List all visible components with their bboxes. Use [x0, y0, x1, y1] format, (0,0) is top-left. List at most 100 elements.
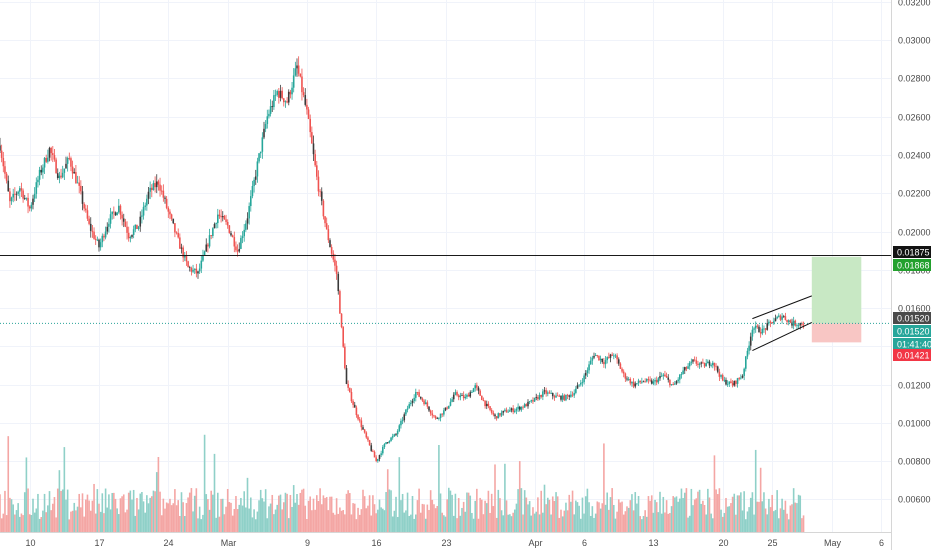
- volume-bar: [528, 501, 531, 532]
- volume-bar: [283, 502, 285, 532]
- volume-bar: [0, 518, 3, 532]
- volume-bar: [202, 514, 204, 532]
- candle-body: [682, 370, 684, 375]
- candle-body: [507, 411, 509, 413]
- volume-bar: [162, 498, 165, 532]
- volume-bar: [144, 512, 146, 532]
- candle-body: [297, 65, 300, 74]
- volume-bar: [457, 498, 460, 532]
- volume-bar: [436, 505, 439, 532]
- candle-body: [631, 381, 633, 384]
- candle-body: [655, 379, 658, 383]
- volume-bar: [276, 504, 278, 532]
- candle-body: [789, 320, 792, 323]
- volume-bar: [129, 490, 132, 532]
- candle-body: [106, 226, 109, 232]
- volume-bar: [603, 443, 605, 532]
- candle-body: [538, 394, 541, 400]
- candle-body: [603, 362, 605, 365]
- volume-bar: [278, 495, 280, 532]
- volume-bar: [580, 518, 582, 532]
- candle-body: [754, 325, 757, 329]
- candle-body: [126, 226, 128, 233]
- volume-bar: [629, 500, 632, 532]
- candle-body: [137, 226, 140, 229]
- x-tick-label: 6: [879, 538, 884, 548]
- candle-body: [456, 392, 458, 396]
- volume-bar: [791, 504, 793, 532]
- volume-bar: [782, 509, 785, 532]
- volume-bar: [373, 504, 376, 532]
- volume-bar: [134, 515, 137, 532]
- candle-body: [188, 267, 191, 269]
- volume-bar: [611, 488, 613, 532]
- volume-bar: [10, 499, 13, 532]
- volume-bar: [208, 509, 211, 532]
- candle-body: [679, 374, 681, 380]
- volume-bar: [185, 503, 188, 532]
- candle-body: [182, 247, 184, 258]
- volume-bar: [113, 492, 115, 532]
- candle-body: [304, 95, 307, 105]
- volume-bar: [621, 501, 623, 532]
- volume-bar: [444, 516, 447, 532]
- candle-body: [740, 377, 742, 379]
- volume-bar: [535, 511, 538, 532]
- candle-body: [667, 377, 670, 380]
- candle-body: [66, 158, 69, 164]
- volume-bar: [721, 516, 724, 532]
- volume-bar: [703, 504, 706, 532]
- candle-body: [47, 157, 49, 162]
- volume-bar: [0, 494, 1, 532]
- candle-body: [662, 374, 665, 376]
- candle-body: [324, 216, 326, 224]
- candle-body: [525, 404, 528, 407]
- volume-bar: [151, 496, 153, 532]
- candle-body: [609, 354, 612, 358]
- candle-body: [104, 231, 107, 238]
- volume-bar: [251, 517, 254, 532]
- candle-body: [575, 388, 577, 393]
- volume-bar: [728, 506, 731, 532]
- candle-body: [487, 403, 490, 407]
- candle-body: [502, 410, 505, 413]
- volume-bar: [363, 496, 366, 532]
- candle-body: [773, 321, 775, 324]
- volume-bar: [449, 490, 452, 532]
- candle-body: [358, 419, 361, 421]
- candle-body: [528, 401, 531, 403]
- candle-body: [395, 434, 397, 436]
- candle-body: [149, 187, 151, 192]
- volume-bar: [70, 511, 72, 532]
- candle-body: [555, 395, 557, 398]
- volume-bar: [613, 504, 615, 532]
- candle-body: [596, 355, 599, 356]
- volume-bar: [527, 504, 529, 532]
- volume-bar: [472, 518, 475, 532]
- stop-tag: 0.01421: [897, 351, 930, 361]
- channel-lower-line: [752, 322, 813, 352]
- candle-body: [322, 200, 325, 217]
- volume-bar: [415, 514, 417, 532]
- candle-body: [792, 320, 795, 326]
- candle-body: [352, 401, 354, 405]
- candle-body: [45, 157, 47, 162]
- candle-body: [197, 271, 199, 274]
- candle-body: [570, 394, 572, 397]
- volume-bar: [576, 502, 579, 532]
- volume-bar: [116, 508, 118, 532]
- volume-bar: [170, 505, 173, 532]
- countdown-tag: 01:41:40: [897, 340, 932, 350]
- volume-bar: [670, 506, 673, 532]
- volume-bar: [705, 514, 707, 532]
- candle-body: [33, 193, 36, 199]
- candle-body: [131, 234, 133, 237]
- volume-bar: [802, 515, 805, 532]
- time-axis[interactable]: 10 17 24 Mar 9 16 23 Apr 6 13 20 25 May 6: [0, 532, 891, 549]
- volume-bar: [221, 498, 224, 532]
- volume-bar: [548, 499, 551, 532]
- volume-bar: [462, 501, 465, 532]
- volume-bar: [649, 500, 651, 532]
- candle-body: [393, 434, 396, 437]
